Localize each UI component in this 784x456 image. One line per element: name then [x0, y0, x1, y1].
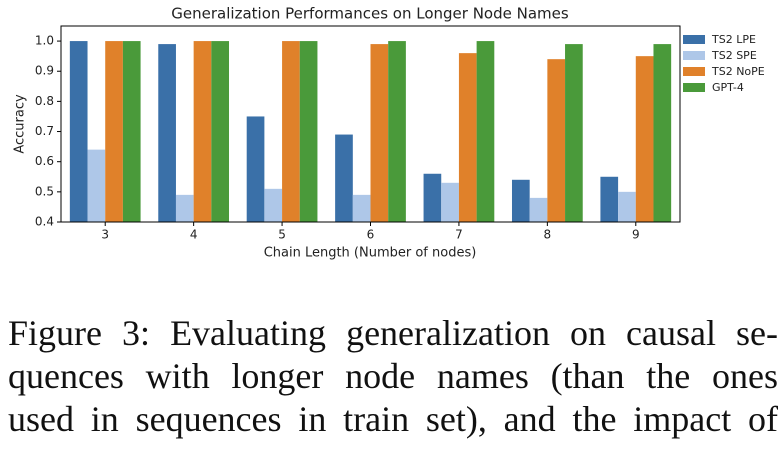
- x-axis-label: Chain Length (Number of nodes): [264, 246, 477, 261]
- caption: Figure 3: Evaluating generalization on c…: [8, 312, 778, 441]
- bar: [175, 194, 194, 222]
- chart: Generalization Performances on Longer No…: [13, 5, 765, 261]
- x-tick-label: 3: [101, 228, 109, 242]
- bar: [565, 44, 583, 222]
- caption-line: quences with longer node names (than the…: [8, 356, 778, 396]
- bar: [476, 41, 495, 223]
- bar: [441, 182, 459, 222]
- y-tick-label: 0.6: [35, 154, 54, 168]
- bar: [352, 194, 371, 222]
- bar: [105, 41, 123, 223]
- legend-swatch: [683, 51, 705, 60]
- bar: [388, 41, 406, 223]
- x-tick-label: 4: [190, 228, 198, 242]
- bar: [246, 116, 265, 222]
- y-tick-label: 0.8: [35, 94, 54, 108]
- bar: [299, 41, 318, 223]
- bar: [69, 41, 88, 223]
- y-tick-label: 0.9: [35, 64, 54, 78]
- bar: [529, 197, 548, 222]
- legend-label: TS2 LPE: [711, 33, 756, 46]
- legend-label: TS2 NoPE: [711, 65, 765, 78]
- bar: [458, 53, 477, 223]
- bar: [87, 149, 106, 222]
- bar: [211, 41, 230, 223]
- y-tick-label: 0.7: [35, 124, 54, 138]
- caption-line: Figure 3: Evaluating generalization on c…: [8, 313, 778, 353]
- legend-label: TS2 SPE: [711, 49, 757, 62]
- bar: [264, 188, 283, 222]
- bar: [600, 176, 619, 222]
- caption-line: used in sequences in train set), and the…: [8, 399, 778, 439]
- x-tick-label: 6: [367, 228, 375, 242]
- bar: [618, 191, 636, 222]
- legend-swatch: [683, 35, 705, 44]
- bar: [635, 56, 654, 223]
- bar: [158, 44, 176, 222]
- x-tick-label: 5: [278, 228, 286, 242]
- y-tick-label: 1.0: [35, 34, 54, 48]
- x-tick-label: 9: [632, 228, 640, 242]
- legend-swatch: [683, 83, 705, 92]
- y-tick-label: 0.5: [35, 184, 54, 198]
- legend-swatch: [683, 67, 705, 76]
- bar: [282, 41, 300, 223]
- bar: [370, 44, 389, 222]
- bar: [653, 44, 672, 222]
- bar: [335, 134, 353, 222]
- bar: [193, 41, 212, 223]
- legend-label: GPT-4: [712, 81, 744, 94]
- bar: [511, 179, 530, 222]
- x-tick-label: 8: [544, 228, 552, 242]
- bar: [122, 41, 141, 223]
- bar: [423, 173, 442, 222]
- x-tick-label: 7: [455, 228, 463, 242]
- bar: [547, 59, 566, 222]
- y-axis-label: Accuracy: [13, 94, 28, 154]
- chart-title: Generalization Performances on Longer No…: [171, 5, 569, 23]
- y-tick-label: 0.4: [35, 215, 54, 229]
- plot-frame: [60, 25, 681, 223]
